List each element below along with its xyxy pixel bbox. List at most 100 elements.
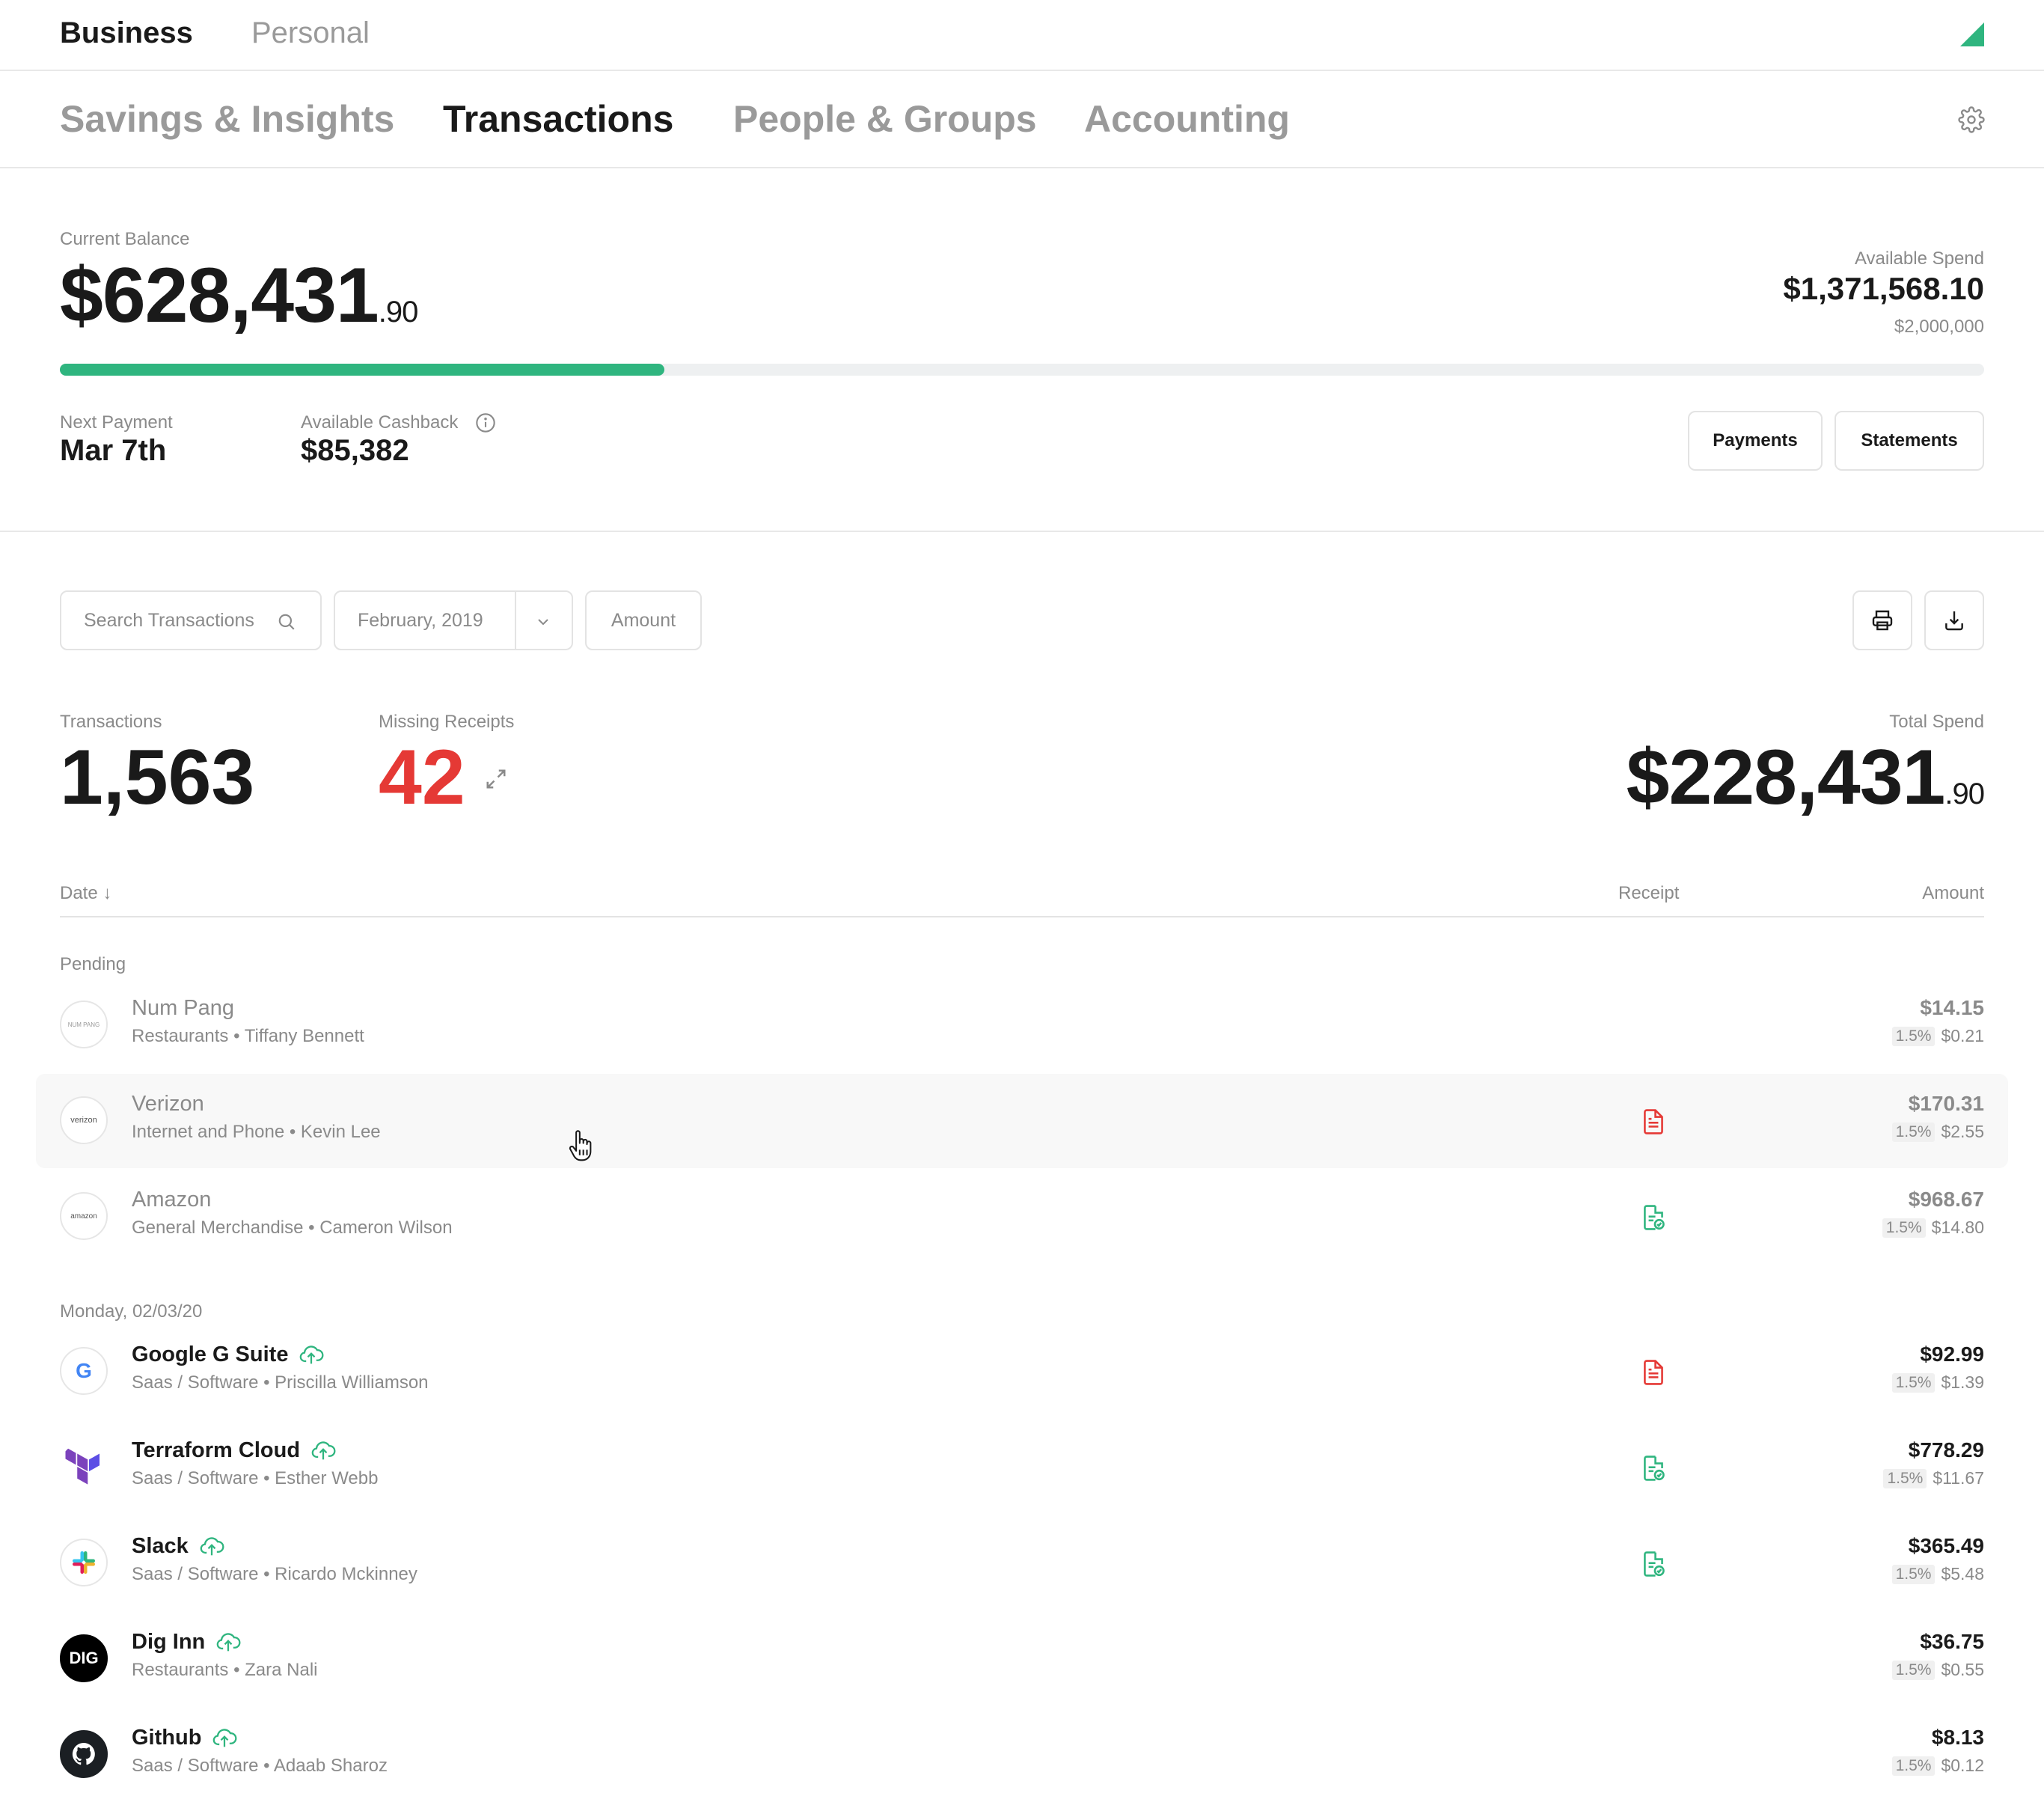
attached-receipt-icon[interactable] — [1641, 1551, 1665, 1577]
amount-filter[interactable]: Amount — [585, 590, 702, 650]
upload-cloud-icon[interactable] — [212, 1727, 237, 1750]
attached-receipt-icon[interactable] — [1641, 1204, 1665, 1231]
available-spend-value: $1,371,568.10 — [1783, 271, 1984, 306]
transaction-row-google-g-suite[interactable]: G Google G Suite Saas / Software • Prisc… — [36, 1325, 2008, 1419]
missing-receipt-icon[interactable] — [1641, 1108, 1665, 1135]
cashback-amount: $0.55 — [1941, 1660, 1984, 1679]
search-input[interactable]: Search Transactions — [84, 609, 254, 631]
transaction-amount: $92.99 — [1920, 1343, 1984, 1366]
cashback-rate: 1.5% — [1891, 1372, 1936, 1393]
cashback-rate: 1.5% — [1883, 1468, 1927, 1488]
merchant-name: Slack — [132, 1534, 224, 1559]
merchant-category: Saas / Software • Ricardo Mckinney — [132, 1564, 417, 1584]
terraform-mark — [65, 1447, 100, 1485]
merchant-name-text: Terraform Cloud — [132, 1438, 301, 1462]
total-spend-dollars: $228,431 — [1626, 734, 1946, 821]
verizon-logo-text: verizon — [70, 1116, 97, 1125]
upload-cloud-icon[interactable] — [215, 1631, 241, 1654]
amount-column-header: Amount — [1922, 883, 1984, 903]
merchant-category: Saas / Software • Adaab Sharoz — [132, 1756, 388, 1776]
chevron-down-icon[interactable] — [534, 613, 552, 631]
cashback-info: 1.5% $0.55 — [1891, 1660, 1984, 1680]
upload-cloud-icon[interactable] — [310, 1440, 336, 1462]
slack-mark — [73, 1551, 95, 1574]
receipt-column-header: Receipt — [1618, 883, 1680, 903]
printer-icon — [1872, 610, 1893, 631]
transaction-row-num-pang[interactable]: NUM PANG Num Pang Restaurants • Tiffany … — [36, 978, 2008, 1072]
transaction-row-amazon[interactable]: amazon Amazon General Merchandise • Came… — [36, 1170, 2008, 1264]
account-tab-personal[interactable]: Personal — [251, 16, 370, 49]
merchant-name-text: Google G Suite — [132, 1343, 289, 1366]
total-spend: $228,431.90 — [1626, 733, 1985, 822]
statements-button[interactable]: Statements — [1835, 411, 1984, 471]
slack-logo-icon — [60, 1539, 108, 1586]
cashback-amount: $2.55 — [1941, 1122, 1984, 1141]
google-logo: G — [60, 1347, 108, 1395]
merchant-name-text: Dig Inn — [132, 1630, 206, 1654]
merchant-name: Github — [132, 1726, 237, 1750]
transaction-row-slack[interactable]: Slack Saas / Software • Ricardo Mckinney… — [36, 1516, 2008, 1610]
current-balance-cents: .90 — [378, 296, 419, 329]
upload-cloud-icon[interactable] — [199, 1536, 224, 1558]
tab-accounting[interactable]: Accounting — [1084, 98, 1290, 140]
cashback-amount: $0.21 — [1941, 1026, 1984, 1045]
search-transactions-field[interactable]: Search Transactions — [60, 590, 322, 650]
transaction-amount: $8.13 — [1931, 1726, 1984, 1749]
transaction-row-github[interactable]: Github Saas / Software • Adaab Sharoz $8… — [36, 1708, 2008, 1796]
group-label-date: Monday, 02/03/20 — [60, 1301, 203, 1322]
hand-cursor-icon — [569, 1130, 592, 1161]
transaction-amount: $170.31 — [1908, 1092, 1984, 1115]
cashback-info: 1.5% $1.39 — [1891, 1372, 1984, 1393]
available-spend-label: Available Spend — [1854, 248, 1984, 269]
print-button[interactable] — [1852, 590, 1912, 650]
merchant-name: Dig Inn — [132, 1630, 241, 1655]
merchant-name: Google G Suite — [132, 1343, 324, 1367]
transactions-count-label: Transactions — [60, 712, 162, 732]
dig-inn-logo-text: DIG — [69, 1649, 99, 1667]
total-spend-label: Total Spend — [1889, 712, 1984, 732]
current-balance-dollars: $628,431 — [60, 252, 379, 339]
cashback-info: 1.5% $0.21 — [1891, 1026, 1984, 1046]
account-switcher: Business Personal — [0, 0, 2044, 71]
group-label-pending: Pending — [60, 954, 126, 974]
num-pang-logo: NUM PANG — [60, 1001, 108, 1048]
total-spend-cents: .90 — [1944, 778, 1985, 810]
cashback-amount: $0.12 — [1941, 1756, 1984, 1775]
cashback-rate: 1.5% — [1891, 1122, 1936, 1142]
balance-progress-fill — [60, 364, 664, 376]
current-balance-label: Current Balance — [60, 229, 190, 249]
transaction-row-dig-inn[interactable]: DIG Dig Inn Restaurants • Zara Nali $36.… — [36, 1612, 2008, 1706]
transaction-amount: $365.49 — [1908, 1534, 1984, 1557]
available-cashback-label: Available Cashback — [301, 412, 459, 433]
account-tab-business[interactable]: Business — [60, 16, 193, 49]
transaction-amount: $778.29 — [1908, 1438, 1984, 1461]
cashback-rate: 1.5% — [1891, 1660, 1936, 1680]
merchant-category: Restaurants • Zara Nali — [132, 1660, 318, 1680]
merchant-name-text: Github — [132, 1726, 202, 1750]
missing-receipt-icon[interactable] — [1641, 1359, 1665, 1386]
merchant-name: Terraform Cloud — [132, 1438, 336, 1463]
merchant-category: Saas / Software • Esther Webb — [132, 1468, 379, 1488]
upload-cloud-icon[interactable] — [299, 1344, 324, 1366]
expand-icon[interactable] — [485, 768, 507, 790]
attached-receipt-icon[interactable] — [1641, 1455, 1665, 1482]
select-divider — [515, 592, 516, 649]
cashback-info: 1.5% $0.12 — [1891, 1756, 1984, 1776]
payments-button[interactable]: Payments — [1688, 411, 1823, 471]
month-select[interactable]: February, 2019 — [334, 590, 573, 650]
info-icon[interactable] — [475, 412, 496, 433]
download-button[interactable] — [1924, 590, 1984, 650]
gear-icon[interactable] — [1958, 106, 1985, 133]
tab-savings-insights[interactable]: Savings & Insights — [60, 98, 395, 140]
tab-people-groups[interactable]: People & Groups — [733, 98, 1037, 140]
transaction-row-verizon[interactable]: verizon Verizon Internet and Phone • Kev… — [36, 1074, 2008, 1168]
current-balance: $628,431.90 — [60, 251, 419, 340]
transaction-amount: $968.67 — [1908, 1188, 1984, 1211]
transaction-row-terraform-cloud[interactable]: Terraform Cloud Saas / Software • Esther… — [36, 1420, 2008, 1515]
missing-receipts-count: 42 — [379, 734, 465, 821]
date-column-header[interactable]: Date ↓ — [60, 883, 112, 903]
transaction-amount: $36.75 — [1920, 1630, 1984, 1653]
transaction-amount: $14.15 — [1920, 996, 1984, 1019]
amazon-logo-text: amazon — [70, 1212, 97, 1221]
tab-transactions[interactable]: Transactions — [443, 98, 674, 140]
